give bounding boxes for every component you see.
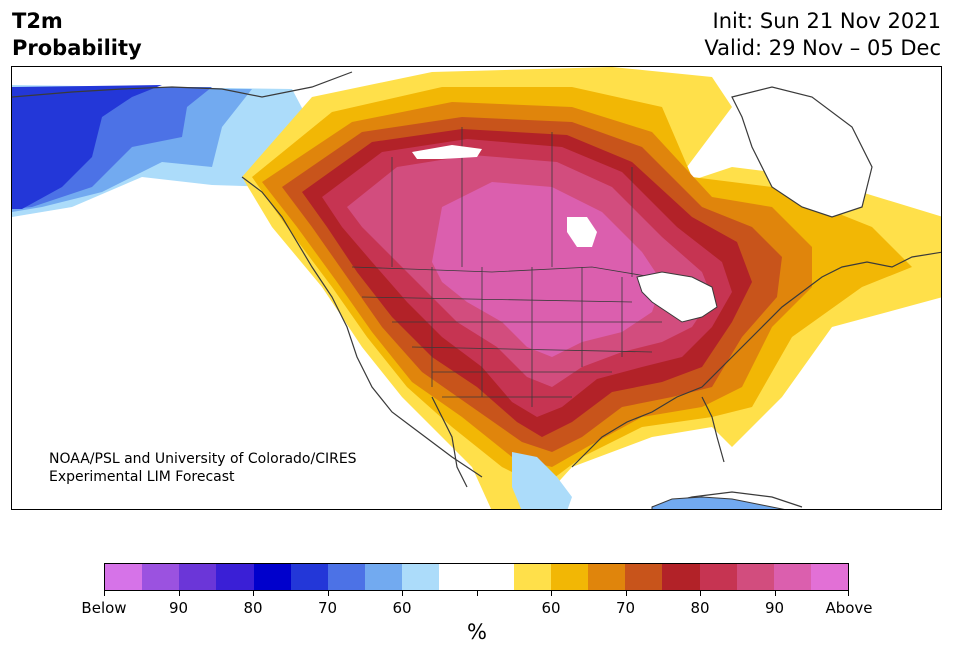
legend-swatch (588, 564, 626, 590)
great-slave-lake (412, 145, 482, 159)
legend-swatch (662, 564, 700, 590)
legend-swatch (105, 564, 143, 590)
legend-tick-label: 80 (690, 599, 710, 617)
legend-swatch (625, 564, 663, 590)
legend-tick (402, 591, 403, 596)
lake-winnipeg (567, 217, 597, 247)
legend-swatch (142, 564, 180, 590)
legend-tick-label: 60 (392, 599, 412, 617)
state-borders (351, 127, 662, 407)
legend-tick-label: 90 (168, 599, 189, 617)
legend-tick (178, 591, 180, 596)
probability-map (12, 67, 941, 509)
legend-tick-label: Below (81, 599, 127, 617)
legend-swatch (402, 564, 440, 590)
legend-swatch (216, 564, 254, 590)
credit-line-1: NOAA/PSL and University of Colorado/CIRE… (49, 451, 357, 467)
legend-swatch (327, 564, 366, 590)
land-outlines (12, 71, 941, 509)
hudson-bay-outline (731, 86, 873, 218)
title-variable: T2m (12, 9, 63, 33)
legend-swatch (179, 564, 217, 590)
color-legend-bar (104, 563, 849, 591)
great-lakes (636, 271, 718, 323)
legend-swatch (550, 564, 589, 590)
legend-swatch (513, 564, 551, 590)
legend-tick-label: 90 (764, 599, 785, 617)
title-metric: Probability (12, 36, 142, 60)
legend-tick (476, 591, 478, 596)
legend-swatch (476, 564, 514, 590)
legend-swatch (290, 564, 328, 590)
chart-title: T2m Probability (12, 8, 142, 62)
color-legend-ticks (104, 591, 849, 597)
legend-swatch (439, 564, 477, 590)
legend-tick (700, 591, 701, 596)
legend-tick-label: 70 (317, 599, 338, 617)
legend-tick (774, 591, 776, 596)
valid-range: Valid: 29 Nov – 05 Dec (704, 36, 941, 60)
legend-tick (253, 591, 254, 596)
legend-swatch (699, 564, 737, 590)
legend-tick-label: 80 (243, 599, 263, 617)
legend-tick-label: 70 (615, 599, 636, 617)
coastline (12, 71, 941, 508)
legend-tick-label: Above (825, 599, 873, 617)
legend-swatch (736, 564, 774, 590)
legend-tick (848, 591, 849, 596)
legend-swatch (253, 564, 291, 590)
legend-swatch (365, 564, 403, 590)
cold-region-dark (12, 85, 162, 209)
legend-tick (104, 591, 105, 596)
mexico-gulf-cold (512, 452, 572, 509)
legend-swatch (773, 564, 811, 590)
cuba-outline (651, 496, 785, 509)
init-date: Init: Sun 21 Nov 2021 (712, 9, 941, 33)
forecast-dates: Init: Sun 21 Nov 2021 Valid: 29 Nov – 05… (704, 8, 941, 62)
legend-tick (551, 591, 552, 596)
data-credit: NOAA/PSL and University of Colorado/CIRE… (49, 450, 357, 486)
legend-swatch (810, 564, 849, 590)
legend-unit: % (467, 620, 487, 644)
legend-tick (625, 591, 627, 596)
legend-tick-label: 60 (541, 599, 561, 617)
credit-line-2: Experimental LIM Forecast (49, 469, 235, 485)
forecast-map: NOAA/PSL and University of Colorado/CIRE… (11, 66, 942, 510)
legend-tick (327, 591, 329, 596)
